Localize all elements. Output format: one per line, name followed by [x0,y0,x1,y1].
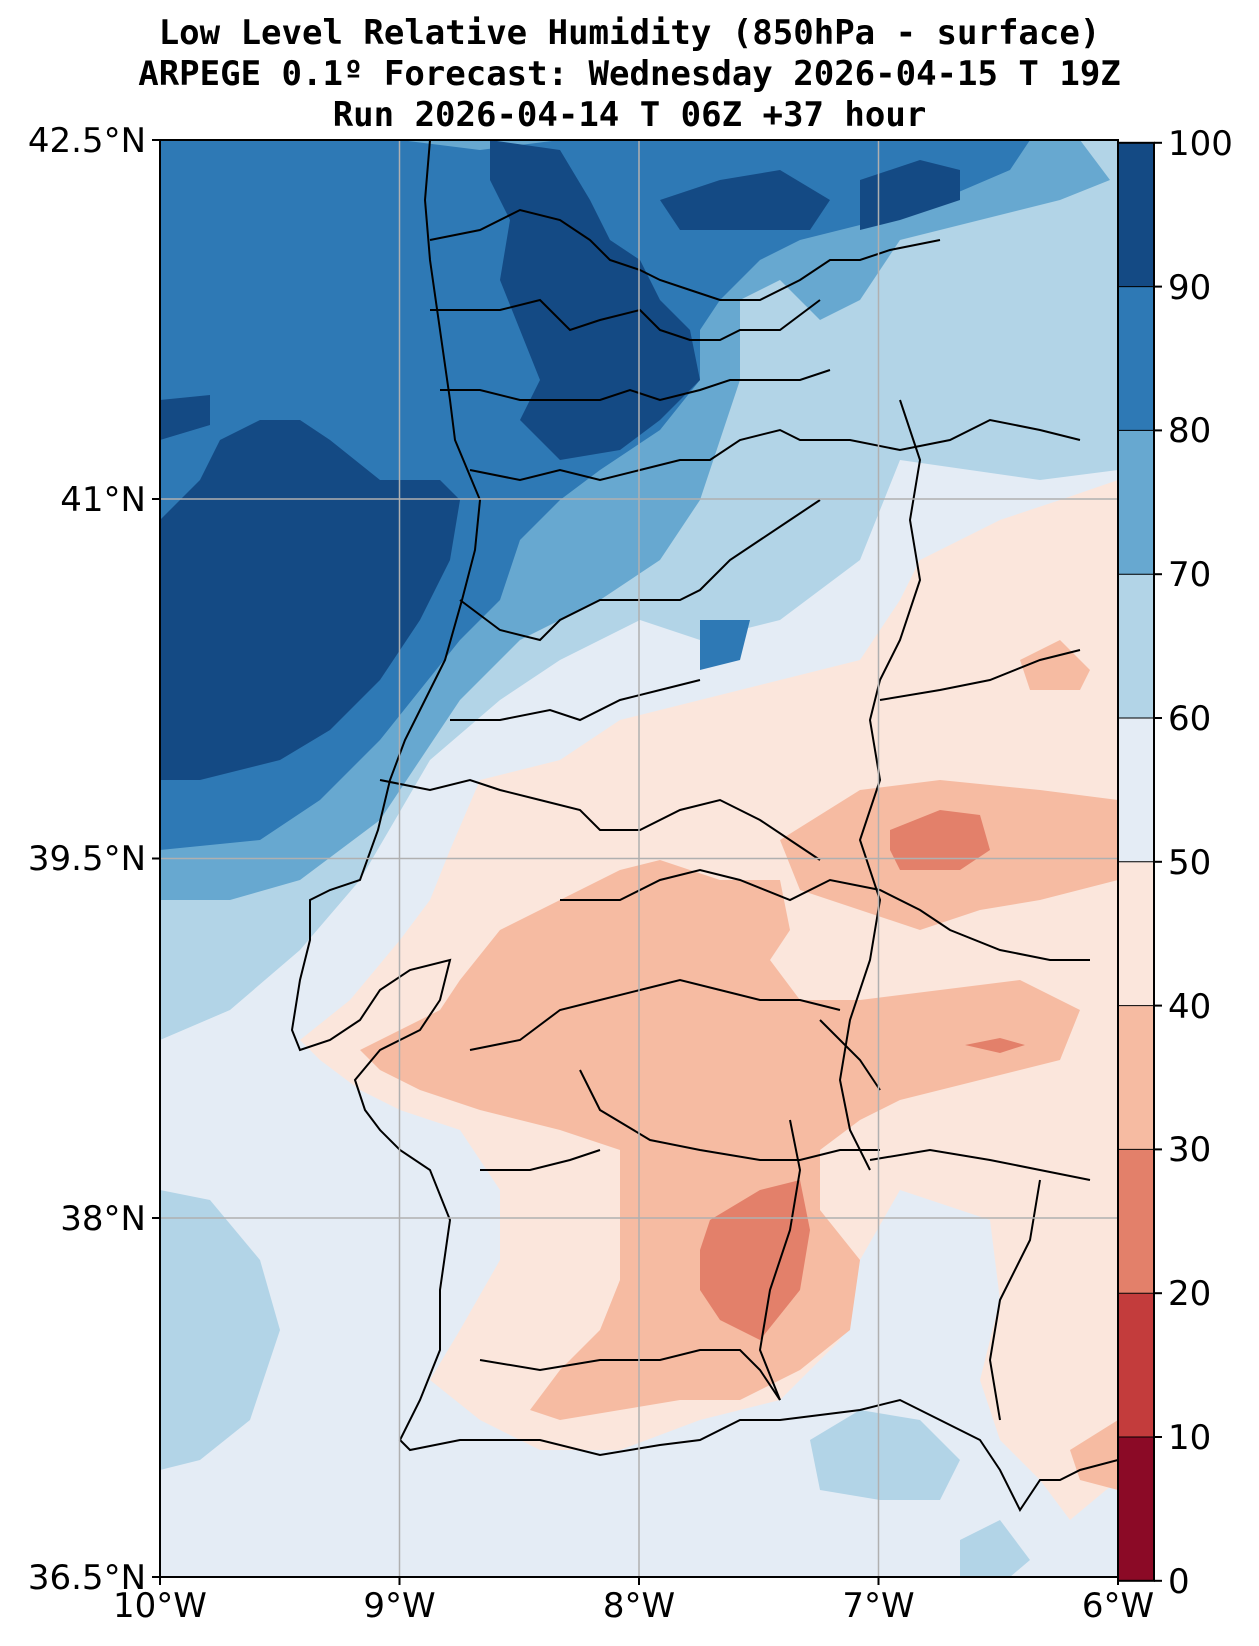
colorbar-segment-50 [1118,718,1154,863]
colorbar-segment-90 [1118,142,1154,288]
district-border-12 [879,649,1081,701]
lat-tick-2: 39.5°N [28,839,146,879]
district-border-1 [430,298,821,341]
lon-tick-4: 6°W [1082,1586,1154,1626]
district-border-5 [450,679,701,722]
band-80-90-isle [700,620,750,670]
colorbar-segment-60 [1118,574,1154,719]
colorbar-segment-80 [1118,286,1154,431]
colorbar-lines [1118,286,1154,1438]
title-line-2: ARPEGE 0.1º Forecast: Wednesday 2026-04-… [138,54,1121,94]
district-border-2 [440,369,831,402]
lon-tick-1: 9°W [363,1586,435,1626]
district-border-9 [579,1069,880,1161]
band-20-30-south [700,1180,810,1340]
colorbar-segment-30 [1118,1005,1154,1150]
coastline-west [290,140,1118,1512]
lat-tick-0: 42.5°N [28,121,146,161]
colorbar-tick-100: 100 [1168,124,1233,164]
district-border-10 [480,1149,601,1171]
lat-tick-3: 38°N [60,1199,146,1239]
colorbar-tick-60: 60 [1168,699,1211,739]
colorbar-ticks [1154,141,1162,1582]
colorbar-tick-50: 50 [1168,843,1211,883]
district-border-15 [819,1019,881,1091]
lat-tick-labels: 42.5°N 41°N 39.5°N 38°N 36.5°N [28,121,160,1598]
district-border-13 [869,1148,1091,1181]
band-60-70-south [810,1410,960,1500]
district-border-8 [469,978,841,1051]
colorbar: 100 90 80 70 60 50 40 30 20 10 0 [1117,124,1233,1602]
colorbar-tick-40: 40 [1168,987,1211,1027]
band-20-30-east2 [965,1038,1025,1053]
lon-tick-2: 8°W [603,1586,675,1626]
colorbar-segments [1118,142,1154,1582]
colorbar-segment-20 [1118,1149,1154,1294]
band-20-30-east [890,810,990,870]
band-60-70-sw [160,1190,280,1470]
band-60-70-se [960,1520,1030,1577]
band-90-100-ne2 [860,160,960,230]
colorbar-tick-80: 80 [1168,411,1211,451]
district-border-11 [479,1349,781,1401]
lat-tick-1: 41°N [60,480,146,520]
colorbar-tick-90: 90 [1168,268,1211,308]
title-line-1: Low Level Relative Humidity (850hPa - su… [158,13,1101,53]
band-90-100-w [160,395,210,440]
district-border-3 [469,418,1081,482]
district-border-6 [379,778,821,861]
band-30-40-center [360,860,1080,1420]
colorbar-segment-70 [1118,430,1154,575]
lon-tick-labels: 10°W 9°W 8°W 7°W 6°W [113,1577,1154,1626]
colorbar-tick-20: 20 [1168,1274,1211,1314]
band-30-40-se [1070,1420,1118,1490]
border-guadiana [758,1119,802,1401]
lon-tick-0: 10°W [113,1586,207,1626]
border-spain-east [838,399,922,1171]
lon-tick-3: 7°W [842,1586,914,1626]
colorbar-segment-0 [1118,1437,1154,1582]
title-line-3: Run 2026-04-14 T 06Z +37 hour [332,95,927,135]
colorbar-segment-40 [1118,861,1154,1007]
band-90-100-ne [660,170,830,230]
colorbar-segment-10 [1118,1293,1154,1438]
graticule [160,140,1118,1577]
colorbar-tick-0: 0 [1168,1562,1190,1602]
colorbar-tick-30: 30 [1168,1130,1211,1170]
district-border-14 [988,1179,1041,1421]
coastline-and-borders [290,140,1118,1512]
lat-tick-4: 36.5°N [28,1558,146,1598]
district-border-7 [560,868,1090,961]
band-90-100-nw [160,420,460,780]
band-90-100-n [490,140,700,460]
colorbar-tick-10: 10 [1168,1418,1211,1458]
district-border-4 [459,499,821,642]
colorbar-tick-70: 70 [1168,555,1211,595]
border-spain-portugal-north [429,208,941,301]
